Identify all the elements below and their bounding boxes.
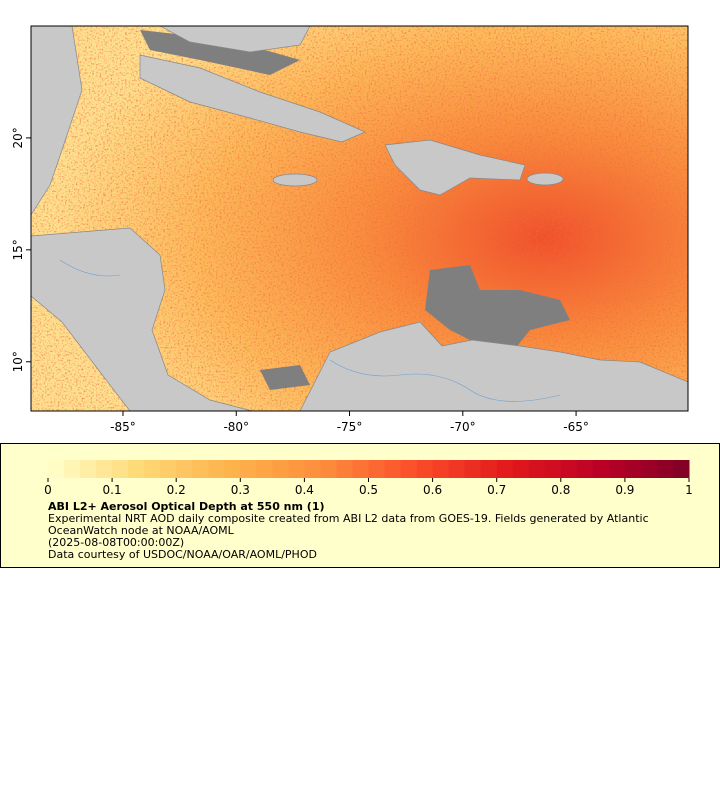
- legend-time: (2025-08-08T00:00:00Z): [48, 536, 185, 549]
- colorbar-step: [512, 460, 530, 478]
- colorbar-tick-label: 0.1: [103, 483, 122, 497]
- x-tick-label: -80°: [223, 420, 249, 434]
- colorbar-tick-label: 0.5: [359, 483, 378, 497]
- x-tick-label: -85°: [110, 420, 136, 434]
- colorbar-step: [96, 460, 113, 478]
- colorbar-step: [352, 460, 369, 478]
- colorbar-step: [224, 460, 241, 478]
- legend-title: ABI L2+ Aerosol Optical Depth at 550 nm …: [48, 500, 325, 513]
- no-data: [140, 30, 570, 390]
- rivers: [59, 259, 561, 402]
- colorbar-step: [320, 460, 337, 478]
- colorbar-step: [288, 460, 305, 478]
- legend-description: Experimental NRT AOD daily composite cre…: [48, 512, 649, 537]
- colorbar-step: [64, 460, 81, 478]
- colorbar-step: [624, 460, 642, 478]
- colorbar-step: [464, 460, 482, 478]
- colorbar-step: [128, 460, 145, 478]
- colorbar-tick-label: 0.2: [167, 483, 186, 497]
- y-tick-label: 10°: [11, 351, 25, 372]
- colorbar-step: [368, 460, 386, 478]
- colorbar-step: [496, 460, 514, 478]
- colorbar-step: [400, 460, 418, 478]
- colorbar-tick-label: 0.9: [615, 483, 634, 497]
- colorbar-step: [240, 460, 257, 478]
- colorbar-step: [528, 460, 546, 478]
- colorbar-step: [448, 460, 466, 478]
- colorbar-step: [304, 460, 321, 478]
- x-tick-label: -65°: [563, 420, 589, 434]
- colorbar-tick-label: 0.3: [231, 483, 250, 497]
- colorbar-step: [48, 460, 65, 478]
- map: -85° -80° -75° -70° -65° 10° 15° 20°: [11, 25, 689, 434]
- colorbar-step: [576, 460, 594, 478]
- colorbar-tick-label: 1: [685, 483, 693, 497]
- colorbar-step: [640, 460, 658, 478]
- colorbar-step: [336, 460, 353, 478]
- x-tick-label: -70°: [450, 420, 476, 434]
- colorbar-step: [384, 460, 402, 478]
- colorbar-step: [144, 460, 161, 478]
- colorbar-step: [592, 460, 610, 478]
- map-area: [31, 26, 688, 411]
- colorbar: 0 0.1 0.2 0.3 0.4 0.5 0.6 0.7 0.8 0.9 1: [44, 460, 693, 497]
- legend: 0 0.1 0.2 0.3 0.4 0.5 0.6 0.7 0.8 0.9 1 ABI L2+ Ae…: [0, 443, 720, 568]
- y-tick-label: 20°: [11, 127, 25, 148]
- x-tick-label: -75°: [337, 420, 363, 434]
- colorbar-tick-label: 0.7: [487, 483, 506, 497]
- legend-text: ABI L2+ Aerosol Optical Depth at 550 nm …: [48, 501, 688, 561]
- colorbar-step: [192, 460, 209, 478]
- land: [31, 26, 688, 411]
- colorbar-step: [80, 460, 97, 478]
- colorbar-step: [160, 460, 177, 478]
- colorbar-step: [480, 460, 498, 478]
- colorbar-tick-label: 0.8: [551, 483, 570, 497]
- map-frame: [30, 25, 689, 412]
- colorbar-step: [656, 460, 674, 478]
- colorbar-step: [560, 460, 578, 478]
- colorbar-step: [608, 460, 626, 478]
- colorbar-step: [272, 460, 289, 478]
- colorbar-step: [416, 460, 434, 478]
- colorbar-step: [176, 460, 193, 478]
- legend-credit: Data courtesy of USDOC/NOAA/OAR/AOML/PHO…: [48, 548, 317, 561]
- colorbar-step: [112, 460, 129, 478]
- colorbar-tick-label: 0.4: [295, 483, 314, 497]
- colorbar-step: [208, 460, 225, 478]
- colorbar-step: [256, 460, 273, 478]
- colorbar-step: [672, 460, 690, 478]
- colorbar-tick-label: 0.6: [423, 483, 442, 497]
- colorbar-step: [432, 460, 450, 478]
- y-tick-label: 15°: [11, 239, 25, 260]
- colorbar-tick-label: 0: [44, 483, 52, 497]
- colorbar-step: [544, 460, 562, 478]
